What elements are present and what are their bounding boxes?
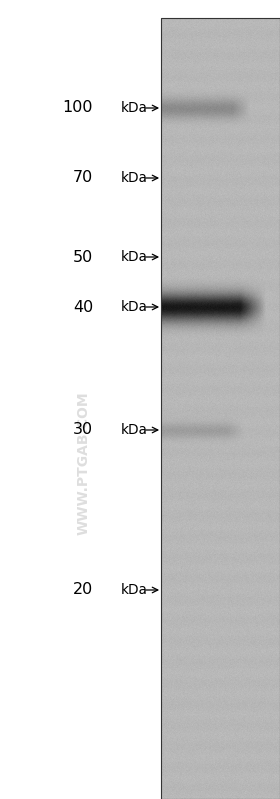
Text: 20: 20 — [73, 582, 93, 598]
Text: kDa: kDa — [121, 300, 148, 314]
Text: 50: 50 — [73, 249, 93, 264]
Text: kDa: kDa — [121, 583, 148, 597]
Text: kDa: kDa — [121, 101, 148, 115]
Bar — [161, 18, 280, 799]
Text: 30: 30 — [73, 423, 93, 438]
Text: kDa: kDa — [121, 423, 148, 437]
Text: 100: 100 — [62, 101, 93, 116]
Text: kDa: kDa — [121, 250, 148, 264]
Text: kDa: kDa — [121, 171, 148, 185]
Text: 70: 70 — [73, 170, 93, 185]
Text: WWW.PTGAB.COM: WWW.PTGAB.COM — [77, 392, 91, 535]
Text: 40: 40 — [73, 300, 93, 315]
